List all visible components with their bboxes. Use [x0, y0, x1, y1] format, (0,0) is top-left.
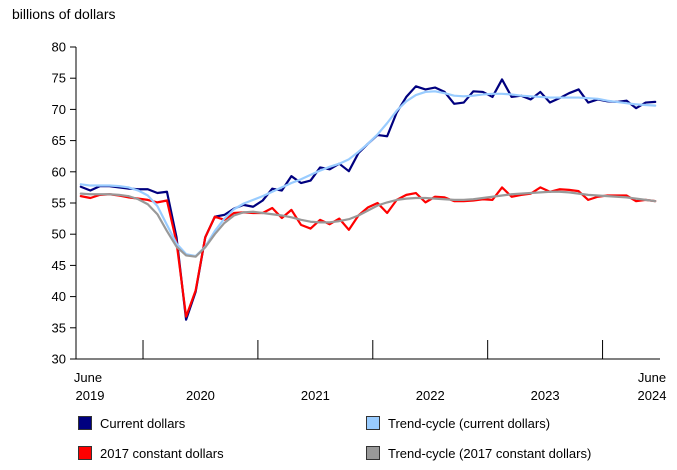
x-year-label: 2020 — [186, 388, 215, 403]
legend-item-constant-dollars: 2017 constant dollars — [78, 446, 224, 461]
y-tick-label: 65 — [52, 133, 66, 148]
legend-swatch-trend-current — [366, 416, 380, 430]
x-year-label: 2023 — [531, 388, 560, 403]
series-line-constant-dollars — [79, 186, 657, 318]
legend-swatch-trend-constant — [366, 446, 380, 460]
y-axis-title: billions of dollars — [12, 6, 116, 22]
series-line-trend-constant — [79, 190, 657, 258]
legend-label-trend-constant: Trend-cycle (2017 constant dollars) — [388, 446, 592, 461]
chart-series — [79, 78, 657, 321]
x-year-label: 2022 — [416, 388, 445, 403]
y-tick-label: 75 — [52, 71, 66, 86]
legend-item-trend-constant: Trend-cycle (2017 constant dollars) — [366, 446, 591, 461]
y-tick-label: 50 — [52, 227, 66, 242]
x-year-label: 2021 — [301, 388, 330, 403]
legend-item-current-dollars: Current dollars — [78, 416, 185, 431]
y-tick-label: 30 — [52, 352, 66, 367]
x-start-month-label: June — [74, 370, 102, 385]
legend-label-constant-dollars: 2017 constant dollars — [100, 446, 224, 461]
y-tick-label: 45 — [52, 258, 66, 273]
legend-swatch-constant-dollars — [78, 446, 92, 460]
y-tick-label: 60 — [52, 164, 66, 179]
legend-item-trend-current: Trend-cycle (current dollars) — [366, 416, 550, 431]
series-line-trend-current — [79, 90, 657, 258]
y-tick-label: 80 — [52, 40, 66, 55]
y-tick-label: 40 — [52, 289, 66, 304]
legend-label-trend-current: Trend-cycle (current dollars) — [388, 416, 551, 431]
y-tick-label: 70 — [52, 102, 66, 117]
x-start-year-label: 2019 — [76, 388, 105, 403]
legend-swatch-current-dollars — [78, 416, 92, 430]
x-end-month-label: June — [638, 370, 666, 385]
chart-axes: 30 35 40 45 50 55 60 65 70 75 80 2020 2021 2022 2023 Ju… — [52, 40, 667, 404]
y-tick-label: 55 — [52, 196, 66, 211]
x-end-year-label: 2024 — [638, 388, 667, 403]
y-tick-label: 35 — [52, 320, 66, 335]
legend-label-current-dollars: Current dollars — [100, 416, 186, 431]
